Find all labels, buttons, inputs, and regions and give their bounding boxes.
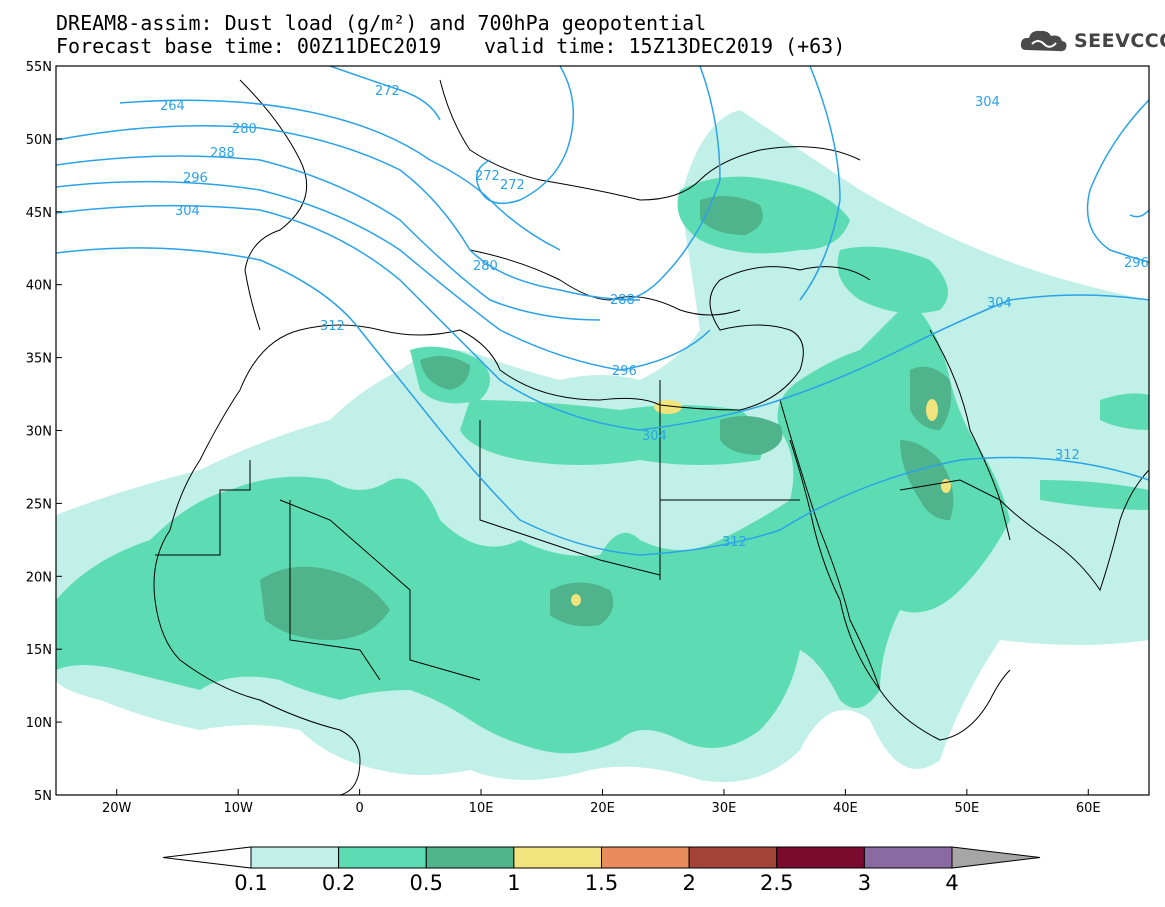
contour-labels: 264 272 280 288 296 304 312 272 272 280 … [160,84,1149,550]
lat-tick-label: 5N [34,789,52,804]
lon-tick-label: 10E [469,801,494,816]
contour-label: 304 [175,204,200,219]
contour-label: 312 [320,319,345,334]
contour-label: 296 [612,364,637,379]
lat-tick-label: 30N [26,425,52,440]
lat-tick-label: 45N [26,206,52,221]
colorbar-segment [601,846,690,869]
lon-tick-label: 10W [223,801,253,816]
contour-label: 280 [473,259,498,274]
lon-tick-label: 20E [590,801,615,816]
lon-tick-label: 30E [712,801,737,816]
lat-tick-label: 15N [26,643,52,658]
contour-label: 296 [1124,256,1149,271]
contour-label: 272 [375,84,400,99]
lon-tick-label: 50E [954,801,979,816]
dust-0.2-region [56,176,1149,754]
lat-tick-label: 25N [26,497,52,512]
contour-label: 280 [232,122,257,137]
colorbar-label: 0.2 [322,871,355,895]
lat-tick-label: 20N [26,570,52,585]
contour-label: 296 [183,171,208,186]
lat-tick-label: 35N [26,352,52,367]
lat-tick-label: 10N [26,716,52,731]
dust-0.5-region [260,196,954,640]
contour-label: 304 [642,429,667,444]
colorbar-label: 0.5 [410,871,443,895]
colorbar-segment [776,846,865,869]
colorbar-label: 2 [682,871,695,895]
contour-label: 304 [975,95,1000,110]
axis-ticks: 20W 10W 0 10E 20E 30E 40E 50E 60E 55N 50N 45N 40N 35N… [26,60,1101,816]
contour-label: 288 [610,293,635,308]
colorbar-segment [951,846,1041,869]
cloud-logo-icon [1020,30,1067,52]
valid-time: valid time: 15Z13DEC2019 (+63) [484,34,846,58]
lon-tick-label: 40E [833,801,858,816]
colorbar-label: 4 [945,871,958,895]
seevccc-logo: SEEVCCC [1018,26,1165,56]
coastlines [153,79,1149,795]
contour-label: 288 [210,146,235,161]
chart-title: DREAM8-assim: Dust load (g/m²) and 700hP… [56,11,707,35]
colorbar-label: 1.5 [585,871,618,895]
lat-tick-label: 40N [26,279,52,294]
lon-tick-label: 0 [355,801,363,816]
contour-label: 304 [987,296,1012,311]
dust-shading [56,110,1149,782]
colorbar-segment [425,846,515,869]
lat-tick-label: 55N [26,60,52,75]
colorbar-label: 1 [507,871,520,895]
colorbar-label: 3 [858,871,871,895]
contour-label: 312 [722,535,747,550]
colorbar-segment [513,846,602,869]
colorbar-label: 2.5 [760,871,793,895]
colorbar-segment [250,846,340,869]
contour-label: 272 [475,169,500,184]
lat-tick-label: 50N [26,133,52,148]
logo-text: SEEVCCC [1074,30,1165,52]
forecast-base-time: Forecast base time: 00Z11DEC2019 [56,34,442,58]
colorbar-segment [688,846,778,869]
contour-label: 312 [1055,448,1080,463]
contour-label: 272 [500,178,525,193]
colorbar-segment [162,846,252,869]
colorbar-segment [338,846,427,869]
colorbar-label: 0.1 [234,871,267,895]
colorbar-segment [863,846,953,869]
colorbar: 0.1 0.2 0.5 1 1.5 2 2.5 3 4 [162,846,1041,895]
geopotential-contours [56,66,1149,556]
contour-label: 264 [160,99,185,114]
lon-tick-label: 60E [1076,801,1101,816]
lon-tick-label: 20W [102,801,132,816]
